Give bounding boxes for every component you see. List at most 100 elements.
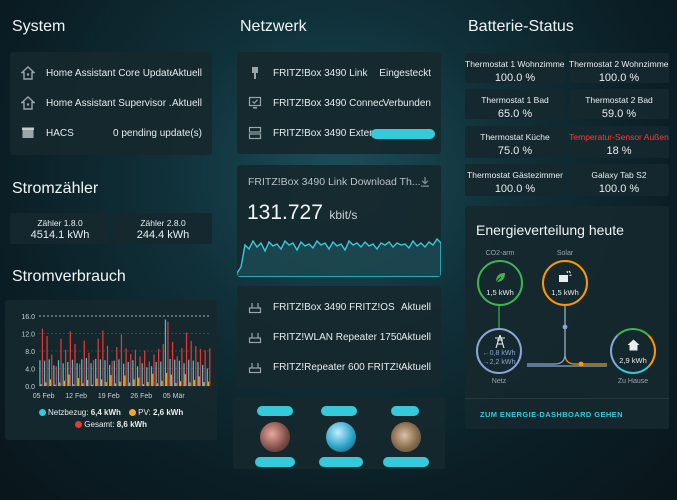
battery-tile[interactable]: Thermostat 1 Bad 65.0 % <box>465 89 565 120</box>
legend-item-gesamt[interactable]: Gesamt: 8,6 kWh <box>75 420 147 429</box>
chart-bar-pv <box>54 384 56 386</box>
energy-dashboard-link[interactable]: ZUM ENERGIE-DASHBOARD GEHEN <box>480 410 623 419</box>
section-title-stromverbrauch: Stromverbrauch <box>12 268 126 285</box>
download-unit: kbit/s <box>329 208 358 222</box>
update-row-fritzbox[interactable]: FRITZ!Box 3490 FRITZ!OS Aktuell <box>237 292 441 322</box>
chart-bar-netzbezug <box>39 360 41 386</box>
meter-value: 4514.1 kWh <box>30 229 90 241</box>
chart-bar-gesamt <box>190 340 192 386</box>
download-sparkline <box>237 237 441 277</box>
solar-panel-icon <box>558 270 573 289</box>
netzwerk-row-connection[interactable]: FRITZ!Box 3490 Connect... Verbunden <box>237 88 441 118</box>
legend-item-pv[interactable]: PV: 2,6 kWh <box>128 408 183 417</box>
co2-value: 1,5 kWh <box>486 288 514 297</box>
chart-bar-pv <box>49 379 52 386</box>
battery-tile[interactable]: Thermostat 2 Wohnzimmer 100.0 % <box>569 53 669 84</box>
chart-bar-netzbezug <box>95 358 97 386</box>
chart-bar-netzbezug <box>132 360 134 386</box>
chart-bar-netzbezug <box>109 365 111 386</box>
chart-bar-netzbezug <box>81 359 83 386</box>
chart-bar-pv <box>82 383 84 386</box>
chart-y-tick: 0.0 <box>25 384 35 391</box>
avatar[interactable] <box>326 422 356 452</box>
battery-tile[interactable]: Thermostat Küche 75.0 % <box>465 126 565 158</box>
flow-line-solar-grid <box>527 304 566 365</box>
section-title-netzwerk: Netzwerk <box>240 18 307 35</box>
home-node[interactable]: 2,9 kWh <box>610 328 656 374</box>
battery-tile[interactable]: Thermostat 1 Wohnzimmer 100.0 % <box>465 53 565 84</box>
system-row-core-update[interactable]: Home Assistant Core Update Aktuell <box>10 58 212 88</box>
netzwerk-status-card: FRITZ!Box 3490 Link Eingesteckt FRITZ!Bo… <box>237 52 441 154</box>
system-row-label: Home Assistant Core Update <box>46 67 172 79</box>
legend-swatch <box>128 409 136 416</box>
chart-bar-netzbezug <box>76 363 78 386</box>
chart-bar-netzbezug <box>104 360 106 386</box>
grid-node[interactable]: ←0,8 kWh →2,2 kWh <box>476 328 522 374</box>
chart-bar-netzbezug <box>160 361 162 386</box>
chart-bar-gesamt <box>125 348 127 386</box>
chart-bar-netzbezug <box>127 361 129 386</box>
chart-bar-gesamt <box>51 354 53 386</box>
chart-bar-gesamt <box>111 361 113 386</box>
avatar[interactable] <box>260 422 290 452</box>
netzwerk-row-label: FRITZ!Box 3490 Exter... <box>273 127 381 139</box>
battery-tile-value: 100.0 % <box>598 183 640 195</box>
solar-node[interactable]: 1,5 kWh <box>542 260 588 306</box>
chart-bar-netzbezug <box>57 360 60 386</box>
co2-node[interactable]: 1,5 kWh <box>477 260 523 306</box>
chart-bar-gesamt <box>65 349 67 386</box>
meter-name: Zähler 2.8.0 <box>140 218 186 228</box>
chart-bar-gesamt <box>185 332 188 386</box>
chart-bar-gesamt <box>106 345 109 386</box>
consumption-chart[interactable]: 0.0 4.0 8.0 12.0 16.0 05 Feb 12 Feb 19 Feb 26 Fe… <box>5 306 217 410</box>
update-row-wlan-repeater[interactable]: FRITZ!WLAN Repeater 1750... Aktuell <box>237 322 441 352</box>
chart-bar-netzbezug <box>90 363 92 386</box>
chart-bar-pv <box>128 382 131 386</box>
legend-item-netzbezug[interactable]: Netzbezug: 6,4 kWh <box>38 408 121 417</box>
avatar[interactable] <box>391 422 421 452</box>
battery-tile-name: Galaxy Tab S2 <box>591 170 647 180</box>
meter-name: Zähler 1.8.0 <box>37 218 83 228</box>
leaf-icon <box>494 271 507 289</box>
chart-bar-gesamt <box>116 347 118 386</box>
chart-bar-pv <box>175 382 177 386</box>
grid-export-value: →2,2 kWh <box>482 359 516 366</box>
netzwerk-row-link[interactable]: FRITZ!Box 3490 Link Eingesteckt <box>237 58 441 88</box>
redacted-label <box>255 457 295 467</box>
chart-y-tick: 12.0 <box>21 332 35 339</box>
chart-bar-gesamt <box>46 336 48 386</box>
battery-tile[interactable]: Thermostat Gästezimmer 100.0 % <box>465 164 565 196</box>
hacs-icon <box>10 126 46 140</box>
battery-tile[interactable]: Thermostat 2 Bad 59.0 % <box>569 89 669 120</box>
chart-bar-pv <box>180 381 182 386</box>
redacted-label <box>321 406 357 416</box>
netzwerk-row-external-ip[interactable]: FRITZ!Box 3490 Exter... <box>237 118 441 148</box>
battery-tile[interactable]: Galaxy Tab S2 100.0 % <box>569 164 669 196</box>
meter-tile-180[interactable]: Zähler 1.8.0 4514.1 kWh <box>10 213 110 244</box>
solar-value: 1,5 kWh <box>551 288 579 297</box>
section-title-stromzaehler: Stromzähler <box>12 180 99 197</box>
chart-bar-pv <box>133 379 135 386</box>
system-row-hacs[interactable]: HACS 0 pending update(s) <box>10 118 212 148</box>
chart-bar-netzbezug <box>155 361 157 386</box>
chart-bar-gesamt <box>69 331 71 386</box>
chart-bar-gesamt <box>162 344 164 386</box>
battery-tile-value: 59.0 % <box>601 108 637 120</box>
system-card: Home Assistant Core Update Aktuell Home … <box>10 52 212 155</box>
system-row-supervisor-update[interactable]: Home Assistant Supervisor ... Aktuell <box>10 88 212 118</box>
system-row-value: Aktuell <box>171 67 202 79</box>
meter-tile-280[interactable]: Zähler 2.8.0 244.4 kWh <box>114 213 212 244</box>
chart-bar-gesamt <box>78 363 81 386</box>
update-row-label: FRITZ!Box 3490 FRITZ!OS <box>273 301 395 313</box>
battery-tile-value: 65.0 % <box>497 108 533 120</box>
chart-bar-netzbezug <box>99 359 101 386</box>
battery-tile-alert[interactable]: Temperatur-Sensor Außen 18 % <box>569 126 669 158</box>
chart-bar-netzbezug <box>146 367 148 386</box>
chart-bar-netzbezug <box>53 365 55 386</box>
update-row-label: FRITZ!Repeater 600 FRITZ!OS <box>273 361 401 373</box>
chart-legend-row-1: Netzbezug: 6,4 kWh PV: 2,6 kWh <box>5 408 217 417</box>
download-throughput-card[interactable]: FRITZ!Box 3490 Link Download Th... 131.7… <box>237 165 441 277</box>
battery-tile-name: Thermostat 1 Bad <box>481 95 549 105</box>
update-row-repeater-600[interactable]: FRITZ!Repeater 600 FRITZ!OS Aktuell <box>237 352 441 382</box>
redacted-value <box>371 129 435 139</box>
